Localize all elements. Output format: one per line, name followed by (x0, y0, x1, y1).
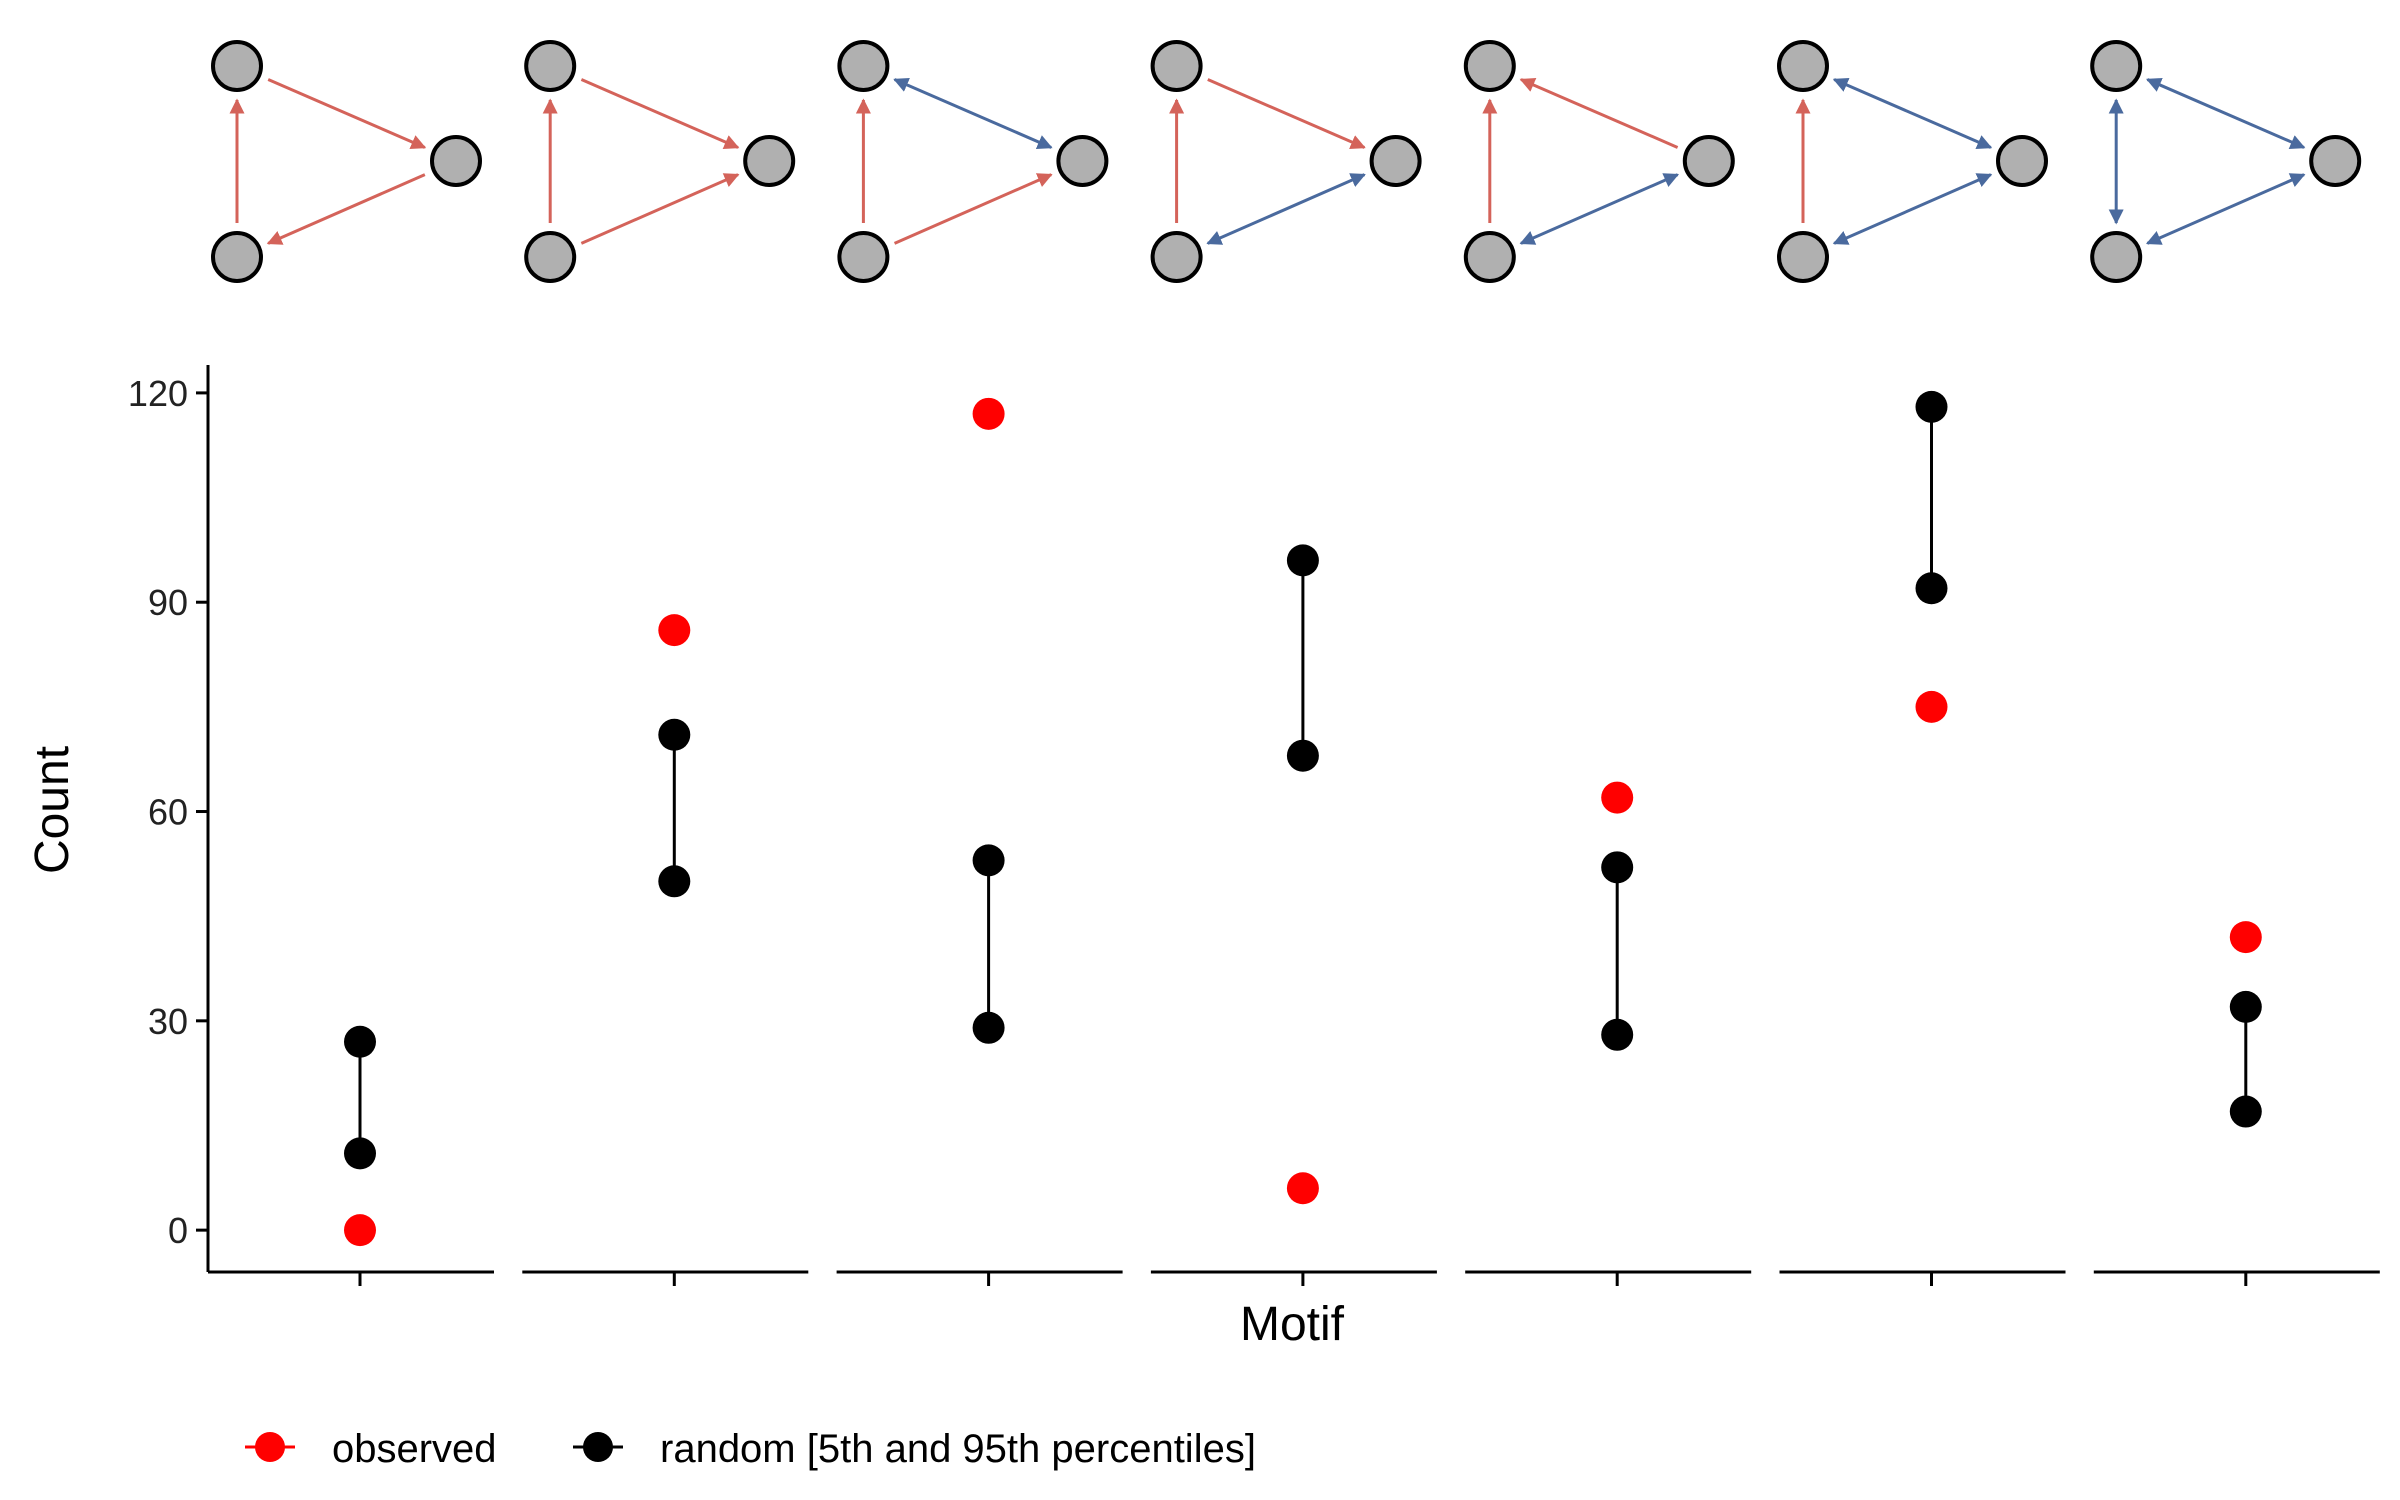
motif-diagram (1150, 40, 1422, 283)
motif-node (1777, 40, 1829, 92)
motif-directed-edge (893, 173, 1053, 245)
motif-diagram (524, 40, 796, 283)
motif-node (837, 231, 890, 283)
motif-diagram (2090, 40, 2362, 283)
random-5th-percentile-point (344, 1137, 376, 1170)
legend-random-label: random [5th and 95th percentiles] (660, 1427, 1256, 1471)
motif-directed-edge (1519, 78, 1679, 149)
motif-node (1777, 231, 1829, 283)
motif-directed-edge (267, 78, 427, 149)
observed-point (1286, 1172, 1319, 1205)
motif-node (1056, 135, 1109, 187)
motif-node (211, 231, 263, 283)
motif-mutual-edge (893, 78, 1053, 149)
observed-point (344, 1214, 376, 1247)
random-5th-percentile-point (1915, 572, 1948, 605)
motif-diagram (1463, 40, 1735, 283)
legend-observed-marker (255, 1432, 285, 1462)
motif-node (743, 135, 796, 187)
motif-diagram (1777, 40, 2048, 283)
motif-mutual-edge (1206, 173, 1366, 245)
motif-directed-edge (266, 173, 426, 245)
y-tick-label: 0 (168, 1210, 188, 1251)
motif-diagram (211, 40, 482, 283)
motif-node (524, 231, 577, 283)
motif-diagrams (211, 40, 2362, 283)
random-5th-percentile-point (1601, 1018, 1634, 1051)
motif-node (524, 40, 577, 92)
motif-mutual-edge (1832, 78, 1993, 149)
random-95th-percentile-point (972, 844, 1005, 877)
motif-node (2090, 231, 2143, 283)
observed-point (1601, 781, 1634, 814)
motif-node (837, 40, 890, 92)
motif-mutual-edge (1519, 173, 1680, 245)
random-95th-percentile-point (2229, 990, 2262, 1023)
motif-directed-edge (1207, 78, 1366, 149)
motif-diagram (837, 40, 1109, 283)
random-5th-percentile-point (972, 1011, 1005, 1044)
motif-mutual-edge (2146, 78, 2306, 149)
random-95th-percentile-point (658, 718, 691, 751)
y-tick-label: 90 (148, 582, 188, 623)
random-95th-percentile-point (1286, 544, 1319, 577)
motif-node (2090, 40, 2143, 92)
observed-point (972, 397, 1005, 430)
observed-point (1915, 690, 1948, 723)
motif-node (1369, 135, 1422, 187)
motif-directed-edge (580, 173, 740, 245)
motif-node (1682, 135, 1735, 187)
motif-node (1463, 40, 1516, 92)
x-axis-title: Motif (1240, 1298, 1345, 1351)
legend: observed random [5th and 95th percentile… (245, 1427, 1256, 1471)
random-5th-percentile-point (1286, 739, 1319, 772)
observed-point (658, 614, 691, 647)
motif-mutual-edge (1832, 173, 1993, 245)
random-95th-percentile-point (344, 1025, 376, 1058)
y-axis-title: Count (26, 746, 79, 874)
data-marks (344, 390, 2262, 1247)
observed-point (2229, 921, 2262, 954)
legend-observed-label: observed (332, 1427, 497, 1471)
motif-node (1150, 40, 1203, 92)
motif-node (1463, 231, 1516, 283)
y-tick-label: 60 (148, 792, 188, 833)
legend-random-marker (583, 1432, 613, 1462)
motif-node (2309, 135, 2362, 187)
random-95th-percentile-point (1601, 851, 1634, 884)
y-tick-label: 120 (128, 373, 188, 414)
random-5th-percentile-point (658, 865, 691, 898)
random-95th-percentile-point (1915, 390, 1948, 423)
random-5th-percentile-point (2229, 1095, 2262, 1128)
motif-mutual-edge (2145, 173, 2306, 245)
motif-node (1996, 135, 2048, 187)
motif-node (430, 135, 482, 187)
y-tick-label: 30 (148, 1001, 188, 1042)
motif-node (1150, 231, 1203, 283)
motif-directed-edge (580, 78, 740, 149)
motif-node (211, 40, 263, 92)
axes: 0 30 60 90 120 (128, 365, 2380, 1286)
